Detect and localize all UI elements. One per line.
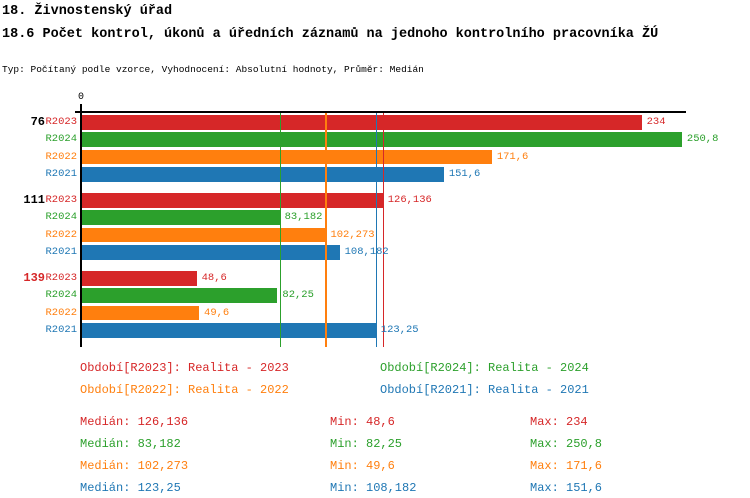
series-row-label: R2021 (45, 324, 77, 337)
axis-origin-label: 0 (77, 92, 84, 103)
x-axis-line (75, 111, 686, 113)
legend-item-r2023: Období[R2023]: Realita - 2023 (80, 361, 289, 375)
series-row-label: R2021 (45, 168, 77, 181)
bar (81, 271, 197, 286)
series-row-label: R2024 (45, 133, 77, 146)
stat-median-r2024: Medián: 83,182 (80, 437, 181, 451)
bar-value-label: 48,6 (201, 272, 227, 284)
series-row-label: R2022 (45, 150, 77, 163)
bar (81, 323, 376, 338)
stat-median-r2023: Medián: 126,136 (80, 415, 189, 429)
series-row-label: R2021 (45, 246, 77, 259)
group-label: 139 (23, 271, 45, 285)
series-row-label: R2024 (45, 211, 77, 224)
stat-median-r2022: Medián: 102,273 (80, 459, 189, 473)
bar (81, 132, 682, 147)
bar (81, 149, 492, 165)
series-row-label: R2023 (45, 116, 77, 128)
page-subtitle: 18.6 Počet kontrol, úkonů a úředních záz… (2, 27, 659, 42)
stat-max-r2021: Max: 151,6 (530, 481, 603, 495)
chart-meta-line: Typ: Počítaný podle vzorce, Vyhodnocení:… (2, 64, 424, 75)
bar (81, 227, 326, 243)
stat-min-r2022: Min: 49,6 (330, 459, 395, 473)
legend-item-r2021: Období[R2021]: Realita - 2021 (380, 383, 589, 397)
bar-value-label: 126,136 (387, 194, 432, 206)
bar (81, 167, 444, 182)
median-line (325, 113, 327, 347)
median-line (279, 113, 282, 347)
bar-value-label: 250,8 (686, 133, 719, 146)
bar-value-label: 123,25 (380, 324, 419, 337)
median-line (375, 113, 378, 347)
y-axis-line (79, 104, 82, 347)
stat-max-r2024: Max: 250,8 (530, 437, 603, 451)
bar-value-label: 171,6 (496, 150, 529, 163)
stat-min-r2023: Min: 48,6 (330, 415, 395, 429)
stat-max-r2022: Max: 171,6 (530, 459, 603, 473)
bar (81, 115, 642, 130)
median-line (382, 113, 385, 347)
series-row-label: R2022 (45, 228, 77, 241)
stat-median-r2021: Medián: 123,25 (80, 481, 181, 495)
page-title: 18. Živnostenský úřad (2, 4, 173, 19)
series-row-label: R2024 (45, 289, 77, 302)
stat-min-r2021: Min: 108,182 (330, 481, 417, 495)
group-label: 111 (23, 193, 45, 207)
bar-value-label: 102,273 (330, 228, 375, 241)
stat-min-r2024: Min: 82,25 (330, 437, 403, 451)
bar-value-label: 82,25 (282, 289, 314, 302)
legend-item-r2024: Období[R2024]: Realita - 2024 (380, 361, 589, 375)
bar (81, 245, 340, 260)
stat-max-r2023: Max: 234 (530, 415, 588, 429)
bar (81, 305, 200, 321)
bar (81, 193, 383, 208)
bar-value-label: 49,6 (204, 306, 230, 319)
bar (81, 288, 278, 303)
bar-value-label: 234 (646, 116, 666, 128)
bar-value-label: 108,182 (344, 246, 389, 259)
bar-value-label: 83,182 (284, 211, 323, 224)
legend-item-r2022: Období[R2022]: Realita - 2022 (80, 383, 289, 397)
series-row-label: R2022 (45, 306, 77, 319)
group-label: 76 (30, 115, 45, 129)
bar-value-label: 151,6 (448, 168, 481, 181)
bar (81, 210, 280, 225)
series-row-label: R2023 (45, 272, 77, 284)
series-row-label: R2023 (45, 194, 77, 206)
